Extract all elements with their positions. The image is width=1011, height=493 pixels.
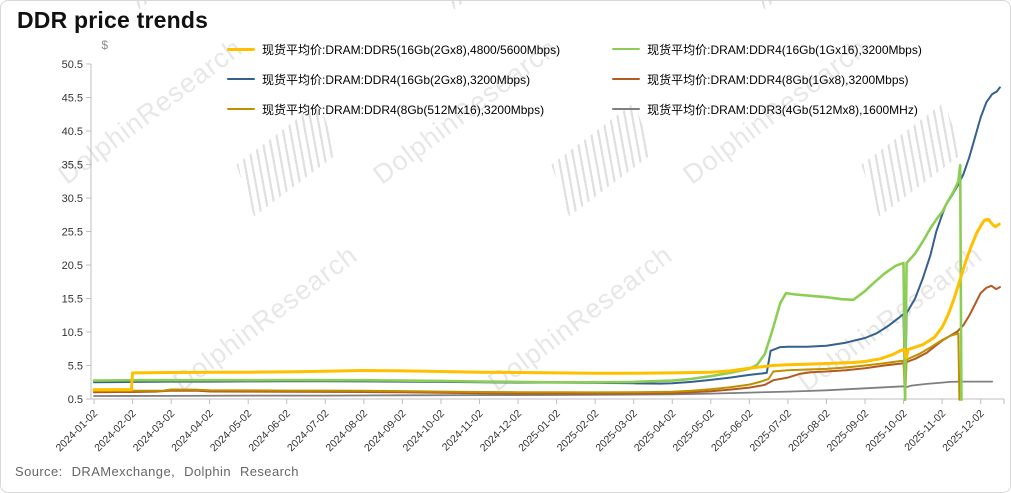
y-axis-tick-label: 0.5	[68, 394, 83, 406]
legend-item-ddr3-4gb: 现货平均价:DRAM:DDR3(4Gb(512Mx8),1600MHz)	[612, 101, 922, 118]
legend-item-label: 现货平均价:DRAM:DDR4(8Gb(512Mx16),3200Mbps)	[262, 102, 545, 117]
y-axis-tick-label: 10.5	[62, 327, 83, 339]
source-note: Source: DRAMexchange, Dolphin Research	[15, 464, 299, 479]
legend-item-ddr4-16gb-2gx8: 现货平均价:DRAM:DDR4(16Gb(2Gx8),3200Mbps)	[227, 71, 560, 88]
series-line-ddr3-4gb	[93, 380, 994, 397]
legend-item-label: 现货平均价:DRAM:DDR3(4Gb(512Mx8),1600MHz)	[647, 102, 918, 117]
x-axis-tick-label: 2025-10-02	[863, 408, 910, 455]
y-axis-unit-label: $	[101, 38, 108, 52]
legend-item-ddr4-8gb-512mx16: 现货平均价:DRAM:DDR4(8Gb(512Mx16),3200Mbps)	[227, 101, 560, 118]
legend-item-ddr5-16gb: 现货平均价:DRAM:DDR5(16Gb(2Gx8),4800/5600Mbps…	[227, 41, 560, 58]
y-axis-tick-label: 20.5	[62, 260, 83, 272]
legend-item-label: 现货平均价:DRAM:DDR4(16Gb(2Gx8),3200Mbps)	[262, 72, 531, 87]
y-axis-tick-label: 40.5	[62, 126, 83, 138]
x-axis-tick-label: 2025-12-02	[940, 408, 987, 455]
y-axis-tick-label: 15.5	[62, 294, 83, 306]
x-axis-tick-label: 2024-10-02	[401, 408, 448, 455]
y-axis-tick-label: 35.5	[62, 160, 83, 172]
legend-item-label: 现货平均价:DRAM:DDR5(16Gb(2Gx8),4800/5600Mbps…	[262, 42, 561, 57]
legend-item-ddr4-8gb-1gx8: 现货平均价:DRAM:DDR4(8Gb(1Gx8),3200Mbps)	[612, 71, 922, 88]
series-line-ddr4-16gb-2gx8	[93, 86, 1001, 400]
page-title: DDR price trends	[17, 7, 209, 33]
y-axis-tick-label: 50.5	[62, 59, 83, 71]
legend-line-swatch	[612, 47, 641, 51]
series-line-ddr4-8gb-1gx8	[93, 284, 1001, 395]
legend-line-swatch	[227, 108, 255, 110]
y-axis-tick-label: 45.5	[62, 93, 83, 105]
legend-line-swatch	[227, 78, 255, 80]
y-axis-tick-label: 25.5	[62, 227, 83, 239]
legend-line-swatch	[612, 108, 641, 110]
legend: 现货平均价:DRAM:DDR5(16Gb(2Gx8),4800/5600Mbps…	[227, 34, 922, 124]
series-line-ddr4-16gb-1gx16	[92, 163, 963, 402]
legend-line-swatch	[227, 47, 255, 51]
y-axis-tick-label: 30.5	[62, 193, 83, 205]
legend-item-label: 现货平均价:DRAM:DDR4(8Gb(1Gx8),3200Mbps)	[647, 72, 909, 87]
legend-item-label: 现货平均价:DRAM:DDR4(16Gb(1Gx16),3200Mbps)	[647, 42, 922, 57]
legend-line-swatch	[612, 78, 641, 80]
series-line-ddr5-16gb	[92, 217, 1001, 392]
legend-item-ddr4-16gb-1gx16: 现货平均价:DRAM:DDR4(16Gb(1Gx16),3200Mbps)	[612, 41, 922, 58]
y-axis-tick-label: 5.5	[68, 361, 83, 373]
